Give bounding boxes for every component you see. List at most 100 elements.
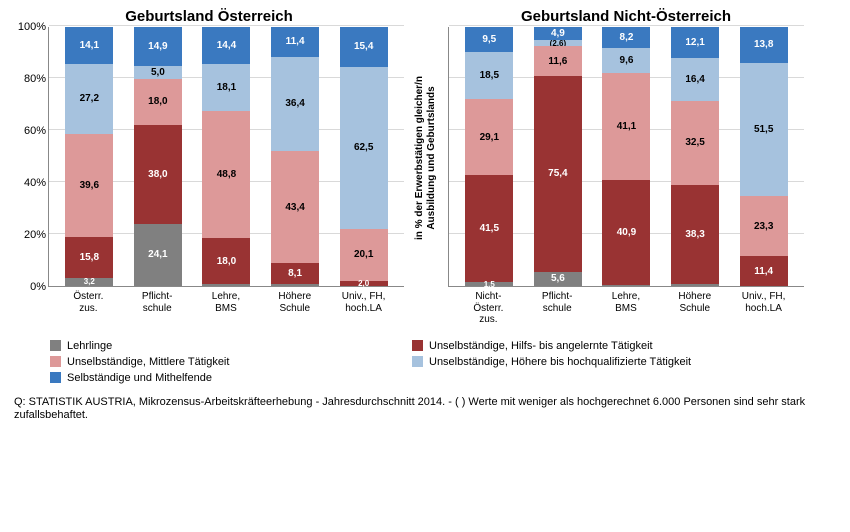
footnote: Q: STATISTIK AUSTRIA, Mikrozensus-Arbeit… (14, 396, 814, 424)
segment-value-label: 12,1 (685, 37, 704, 48)
segment-value-label: 18,0 (148, 96, 167, 107)
segment-value-label: 23,3 (754, 221, 773, 232)
bar-segment-mittel: 48,8 (202, 111, 250, 238)
bar-segment-lehrlinge: 5,6 (534, 272, 582, 286)
segment-value-label: 3,2 (84, 277, 95, 286)
segment-value-label: 39,6 (80, 180, 99, 191)
plot-area: 1,541,529,118,59,55,675,411,6(2,6)4,940,… (448, 27, 804, 287)
plot-area: 3,215,839,627,214,124,138,018,05,014,918… (48, 27, 404, 287)
y-tick-label: 60% (24, 125, 46, 137)
legend-item: Unselbständige, Mittlere Tätigkeit (50, 356, 390, 368)
stacked-bar: 1,541,529,118,59,5 (465, 27, 513, 286)
segment-value-label: 13,8 (754, 39, 773, 50)
bar-segment-mittel: 11,6 (534, 46, 582, 76)
segment-value-label: 11,4 (754, 266, 773, 277)
segment-value-label: 8,1 (288, 268, 302, 279)
legend-item: Unselbständige, Höhere bis hochqualifizi… (412, 356, 752, 368)
y-axis-label: in % der Erwerbstätigen gleicher/n Ausbi… (410, 28, 442, 288)
segment-value-label: 20,1 (354, 249, 373, 260)
y-tick-label: 80% (24, 73, 46, 85)
bar-segment-lehrlinge: 1,5 (465, 282, 513, 286)
segment-value-label: 62,5 (354, 142, 373, 153)
bar-segment-selbst: 8,2 (602, 27, 650, 48)
bar-segment-lehrlinge (671, 284, 719, 286)
bar-segment-selbst: 15,4 (340, 27, 388, 67)
legend-label: Lehrlinge (67, 340, 112, 352)
charts-row: Geburtsland Österreich0%20%40%60%80%100%… (14, 8, 836, 326)
bar-segment-mittel: 18,0 (134, 79, 182, 126)
segment-value-label: 18,1 (217, 82, 236, 93)
stacked-bar: 2,0 20,1 62,5 15,4 (340, 27, 388, 286)
bar-segment-hoch: 51,5 (740, 63, 788, 196)
legend-item: Selbständige und Mithelfende (50, 372, 390, 384)
segment-value-label: 11,6 (548, 56, 567, 67)
legend-item: Lehrlinge (50, 340, 390, 352)
chart-title: Geburtsland Österreich (125, 8, 293, 25)
bar-segment-hilfs: 18,0 (202, 238, 250, 285)
segment-value-label: 15,4 (354, 41, 373, 52)
bar-segment-hilfs: 2,0 (340, 281, 388, 286)
legend-item: Unselbständige, Hilfs- bis angelernte Tä… (412, 340, 752, 352)
bar-segment-mittel: 39,6 (65, 134, 113, 237)
segment-value-label: 14,4 (217, 40, 236, 51)
bar-segment-selbst: 11,4 (271, 27, 319, 57)
x-tick-label: Pflicht-schule (533, 291, 581, 326)
bar-segment-selbst: 14,9 (134, 27, 182, 66)
bar-segment-hilfs: 40,9 (602, 180, 650, 286)
segment-value-label: 11,4 (286, 36, 305, 47)
segment-value-label: 38,3 (685, 229, 704, 240)
bar-segment-hilfs: 11,4 (740, 256, 788, 286)
segment-value-label: 15,8 (80, 252, 99, 263)
segment-value-label: 40,9 (617, 227, 636, 238)
bar-segment-selbst: 14,4 (202, 27, 250, 64)
x-tick-label: HöhereSchule (271, 291, 319, 314)
bar-segment-selbst: 12,1 (671, 27, 719, 58)
segment-value-label: 24,1 (148, 249, 167, 260)
y-tick-label: 20% (24, 229, 46, 241)
segment-value-label: 5,6 (551, 273, 565, 284)
gridline (449, 25, 804, 26)
segment-value-label: 14,9 (148, 41, 167, 52)
segment-value-label: 9,5 (482, 34, 496, 45)
bar-segment-mittel: 29,1 (465, 99, 513, 174)
bar-segment-hilfs: 38,3 (671, 185, 719, 284)
segment-value-label: 51,5 (754, 124, 773, 135)
segment-value-label: 1,5 (484, 280, 495, 289)
bar-segment-hoch: 36,4 (271, 57, 319, 151)
x-axis-labels: Österr. zus.Pflicht-schuleLehre,BMSHöher… (48, 287, 404, 314)
stacked-bar: 24,138,018,05,014,9 (134, 27, 182, 286)
y-tick-label: 0% (30, 281, 46, 293)
y-axis: 0%20%40%60%80%100% (14, 27, 48, 287)
bar-segment-hoch: 18,1 (202, 64, 250, 111)
bar-segment-lehrlinge: 24,1 (134, 224, 182, 286)
segment-value-label: 48,8 (217, 169, 236, 180)
bar-segment-lehrlinge (602, 285, 650, 286)
legend-label: Unselbständige, Höhere bis hochqualifizi… (429, 356, 691, 368)
y-tick-label: 40% (24, 177, 46, 189)
bar-segment-selbst: 14,1 (65, 27, 113, 64)
legend-swatch (412, 340, 423, 351)
segment-value-label: 75,4 (548, 168, 567, 179)
stacked-bar: 5,675,411,6(2,6)4,9 (534, 27, 582, 286)
segment-value-label: 43,4 (285, 202, 304, 213)
segment-value-label: 27,2 (80, 93, 99, 104)
x-tick-label: Pflicht-schule (133, 291, 181, 314)
x-tick-label: Univ., FH,hoch.LA (340, 291, 388, 314)
bar-segment-hilfs: 75,4 (534, 76, 582, 271)
bar-segment-hoch: 9,6 (602, 48, 650, 73)
bar-segment-hoch: 18,5 (465, 52, 513, 100)
bar-segment-hoch: 16,4 (671, 58, 719, 100)
bar-segment-hoch: (2,6) (534, 40, 582, 47)
x-tick-label: Lehre,BMS (202, 291, 250, 314)
segment-value-label: 14,1 (80, 40, 99, 51)
segment-value-label: 18,5 (480, 70, 499, 81)
chart-block: Geburtsland Österreich0%20%40%60%80%100%… (14, 8, 404, 314)
segment-value-label: 16,4 (685, 74, 704, 85)
segment-value-label: 5,0 (151, 67, 165, 78)
stacked-bar: 40,9 41,19,68,2 (602, 27, 650, 286)
legend-swatch (50, 356, 61, 367)
bar-segment-hilfs: 8,1 (271, 263, 319, 284)
x-tick-label: Univ., FH,hoch.LA (740, 291, 788, 326)
bar-segment-mittel: 41,1 (602, 73, 650, 179)
bar-segment-hoch: 5,0 (134, 66, 182, 79)
